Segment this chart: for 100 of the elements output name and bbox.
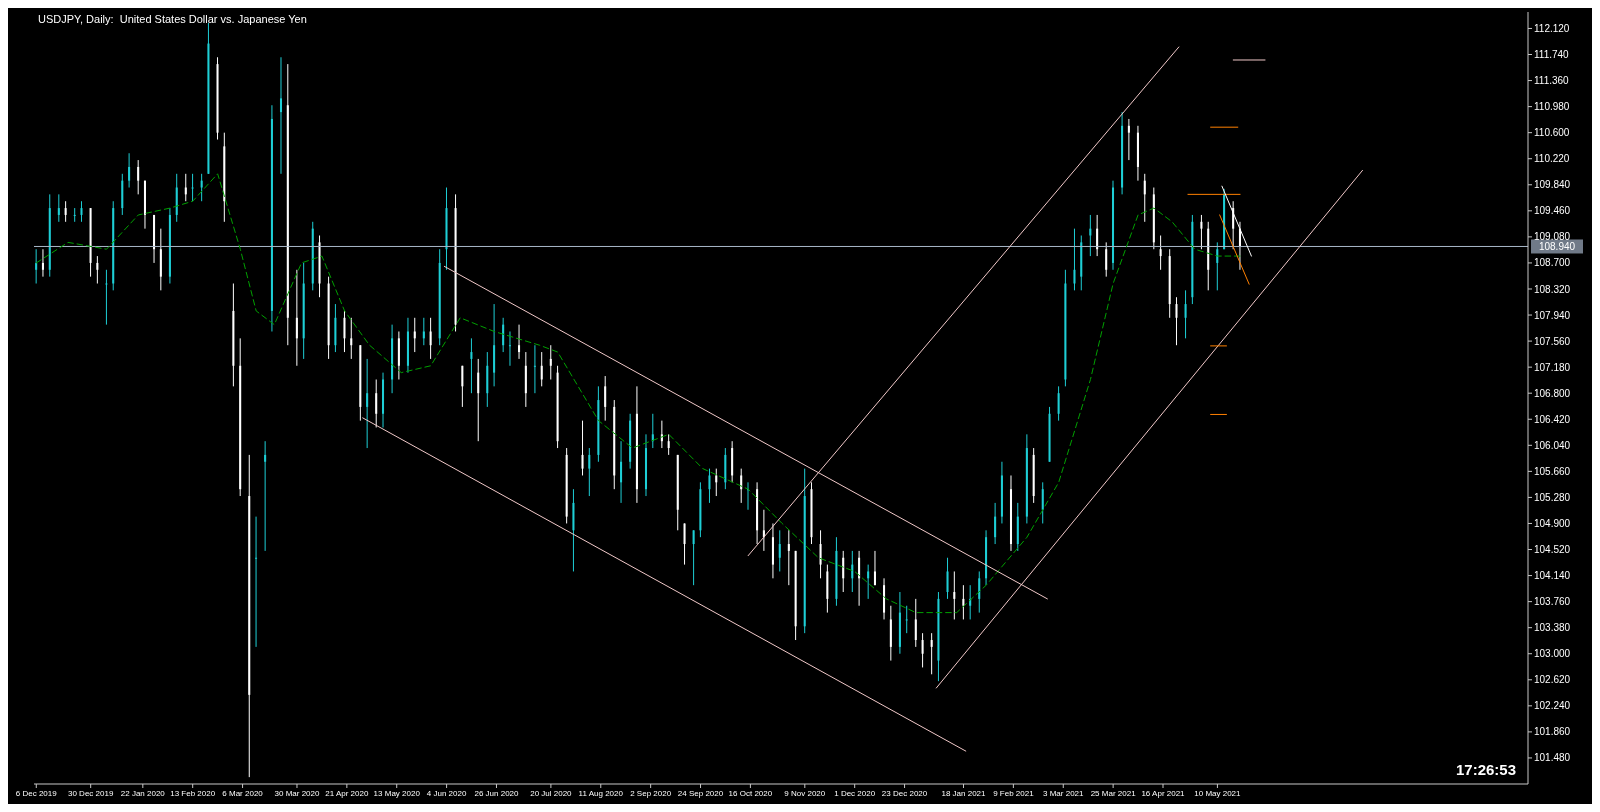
- y-tick-label: 102.240: [1534, 700, 1571, 712]
- x-tick-label: 20 Jul 2020: [530, 788, 573, 798]
- candlestick: [105, 269, 108, 326]
- y-tick-label: 109.080: [1534, 231, 1571, 243]
- candlestick: [1073, 228, 1076, 291]
- candlestick: [413, 317, 416, 353]
- x-tick-label: 16 Oct 2020: [728, 788, 773, 798]
- x-tick-label: 9 Feb 2021: [993, 788, 1035, 798]
- y-tick-label: 107.940: [1534, 309, 1571, 321]
- chart-title: USDJPY, Daily: United States Dollar vs. Japanese Yen: [38, 13, 307, 25]
- y-tick-label: 109.840: [1534, 179, 1571, 191]
- x-tick-label: 25 Mar 2021: [1090, 788, 1137, 798]
- candlestick: [930, 632, 933, 675]
- x-tick-label: 2 Sep 2020: [630, 788, 672, 798]
- candlestick: [41, 248, 44, 278]
- candlestick: [1200, 214, 1203, 250]
- candlestick: [80, 200, 83, 223]
- candlestick: [137, 159, 140, 195]
- candlestick: [429, 317, 432, 360]
- y-tick-label: 106.420: [1534, 413, 1571, 425]
- line-series: [35, 173, 1241, 614]
- candlestick: [279, 56, 283, 175]
- y-tick-label: 111.740: [1534, 49, 1570, 61]
- y-tick-label: 103.760: [1534, 596, 1571, 608]
- x-tick-label: 16 Apr 2021: [1141, 788, 1186, 798]
- y-tick-label: 104.900: [1534, 518, 1571, 530]
- y-tick-label: 107.180: [1534, 361, 1571, 373]
- x-tick-label: 6 Mar 2020: [222, 788, 264, 798]
- candlestick: [549, 344, 552, 380]
- candlestick: [978, 570, 981, 614]
- candlestick: [128, 152, 131, 189]
- y-tick-label: 110.220: [1534, 153, 1570, 165]
- candlestick: [96, 255, 99, 284]
- candlestick: [667, 433, 670, 456]
- y-tick-label: 109.460: [1534, 205, 1571, 217]
- y-tick-label: 111.360: [1534, 75, 1570, 87]
- candlestick: [708, 468, 711, 504]
- candlestick: [375, 378, 378, 428]
- x-tick-label: 10 May 2021: [1194, 788, 1242, 798]
- x-tick-label: 23 Dec 2020: [881, 788, 928, 798]
- candlestick: [867, 564, 870, 600]
- candlestick: [255, 516, 258, 648]
- candlestick: [470, 337, 473, 394]
- candlestick: [715, 468, 718, 497]
- candlestick: [994, 502, 997, 545]
- candlestick: [1143, 173, 1146, 223]
- candlestick: [1184, 289, 1187, 339]
- y-tick-label: 104.520: [1534, 544, 1571, 556]
- candlestick: [1096, 214, 1099, 257]
- candlestick: [604, 375, 607, 422]
- candlestick: [953, 570, 956, 620]
- y-tick-label: 110.980: [1534, 101, 1570, 113]
- candlestick: [819, 529, 822, 579]
- annotation: 17:26:53: [1455, 761, 1516, 778]
- candlestick: [588, 447, 591, 497]
- candlestick: [422, 317, 425, 346]
- candlestick: [692, 529, 695, 586]
- y-tick-label: 106.040: [1534, 439, 1571, 451]
- candlestick: [620, 440, 623, 504]
- x-tick-label: 11 Aug 2020: [578, 788, 624, 798]
- x-tick-label: 26 Jun 2020: [474, 788, 520, 798]
- candlestick: [461, 365, 464, 408]
- x-tick-label: 24 Sep 2020: [677, 788, 724, 798]
- y-tick-label: 105.660: [1534, 465, 1571, 477]
- candlestick: [1159, 235, 1162, 271]
- candlestick: [533, 344, 536, 394]
- x-tick-label: 30 Dec 2019: [67, 788, 114, 798]
- y-tick-label: 105.280: [1534, 491, 1571, 503]
- y-tick-label: 112.120: [1534, 23, 1570, 34]
- candlestick: [778, 529, 781, 572]
- candlestick: [946, 557, 949, 600]
- ref-line-label: 108.940: [1538, 241, 1576, 253]
- x-tick-label: 6 Dec 2019: [15, 788, 58, 798]
- candlestick: [540, 351, 543, 387]
- x-tick-label: 13 May 2020: [373, 788, 421, 798]
- y-tick-label: 104.140: [1534, 570, 1571, 582]
- candlestick: [191, 173, 194, 202]
- candlestick: [1041, 481, 1044, 524]
- candlestick: [787, 529, 790, 586]
- x-tick-label: 1 Dec 2020: [834, 788, 876, 798]
- x-tick-label: 13 Feb 2020: [170, 788, 216, 798]
- candlestick: [683, 522, 686, 566]
- candlestick: [1127, 118, 1130, 161]
- candlestick: [64, 200, 67, 223]
- x-tick-label: 21 Apr 2020: [325, 788, 369, 798]
- candlestick: [264, 440, 267, 552]
- candlestick: [508, 331, 511, 367]
- y-tick-label: 107.560: [1534, 335, 1571, 347]
- candlestick: [73, 207, 76, 223]
- y-tick-label: 101.860: [1534, 726, 1571, 738]
- candlestick: [200, 173, 203, 202]
- x-tick-label: 30 Mar 2020: [274, 788, 320, 798]
- candlestick: [905, 605, 908, 634]
- candlestick: [1175, 296, 1178, 346]
- candlestick: [1057, 385, 1060, 422]
- candlestick: [35, 248, 38, 284]
- y-tick-label: 103.380: [1534, 622, 1571, 634]
- candlestick: [1089, 214, 1092, 257]
- x-tick-label: 4 Jun 2020: [426, 788, 467, 798]
- y-tick-label: 103.000: [1534, 648, 1571, 660]
